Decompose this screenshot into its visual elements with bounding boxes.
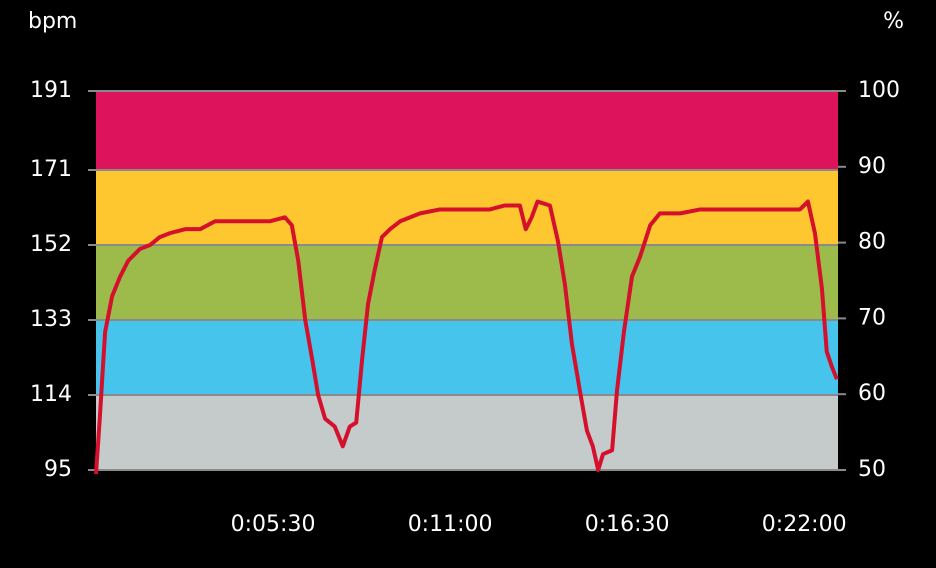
zone-band xyxy=(96,244,838,320)
y-tick-label: 95 xyxy=(44,457,72,482)
y-axis-label: bpm xyxy=(28,9,77,34)
y2-tick-label: 80 xyxy=(858,230,886,255)
y2-tick-label: 100 xyxy=(858,78,900,103)
y-tick-label: 191 xyxy=(30,78,72,103)
x-tick-label: 0:11:00 xyxy=(408,512,493,537)
y2-tick-label: 50 xyxy=(858,457,886,482)
x-tick-label: 0:05:30 xyxy=(231,512,316,537)
x-tick-label: 0:16:30 xyxy=(585,512,670,537)
y2-tick-label: 60 xyxy=(858,381,886,406)
y-tick-label: 114 xyxy=(30,382,72,407)
y-tick-label: 133 xyxy=(30,307,72,332)
y2-tick-label: 90 xyxy=(858,154,886,179)
y2-axis-label: % xyxy=(883,9,904,34)
heart-rate-line xyxy=(94,199,839,475)
y-tick-label: 152 xyxy=(30,232,72,257)
y2-tick-label: 70 xyxy=(858,305,886,330)
zone-band xyxy=(96,394,838,470)
zone-band xyxy=(96,319,838,395)
zone-band xyxy=(96,91,838,170)
y-tick-label: 171 xyxy=(30,157,72,182)
x-tick-label: 0:22:00 xyxy=(762,512,847,537)
